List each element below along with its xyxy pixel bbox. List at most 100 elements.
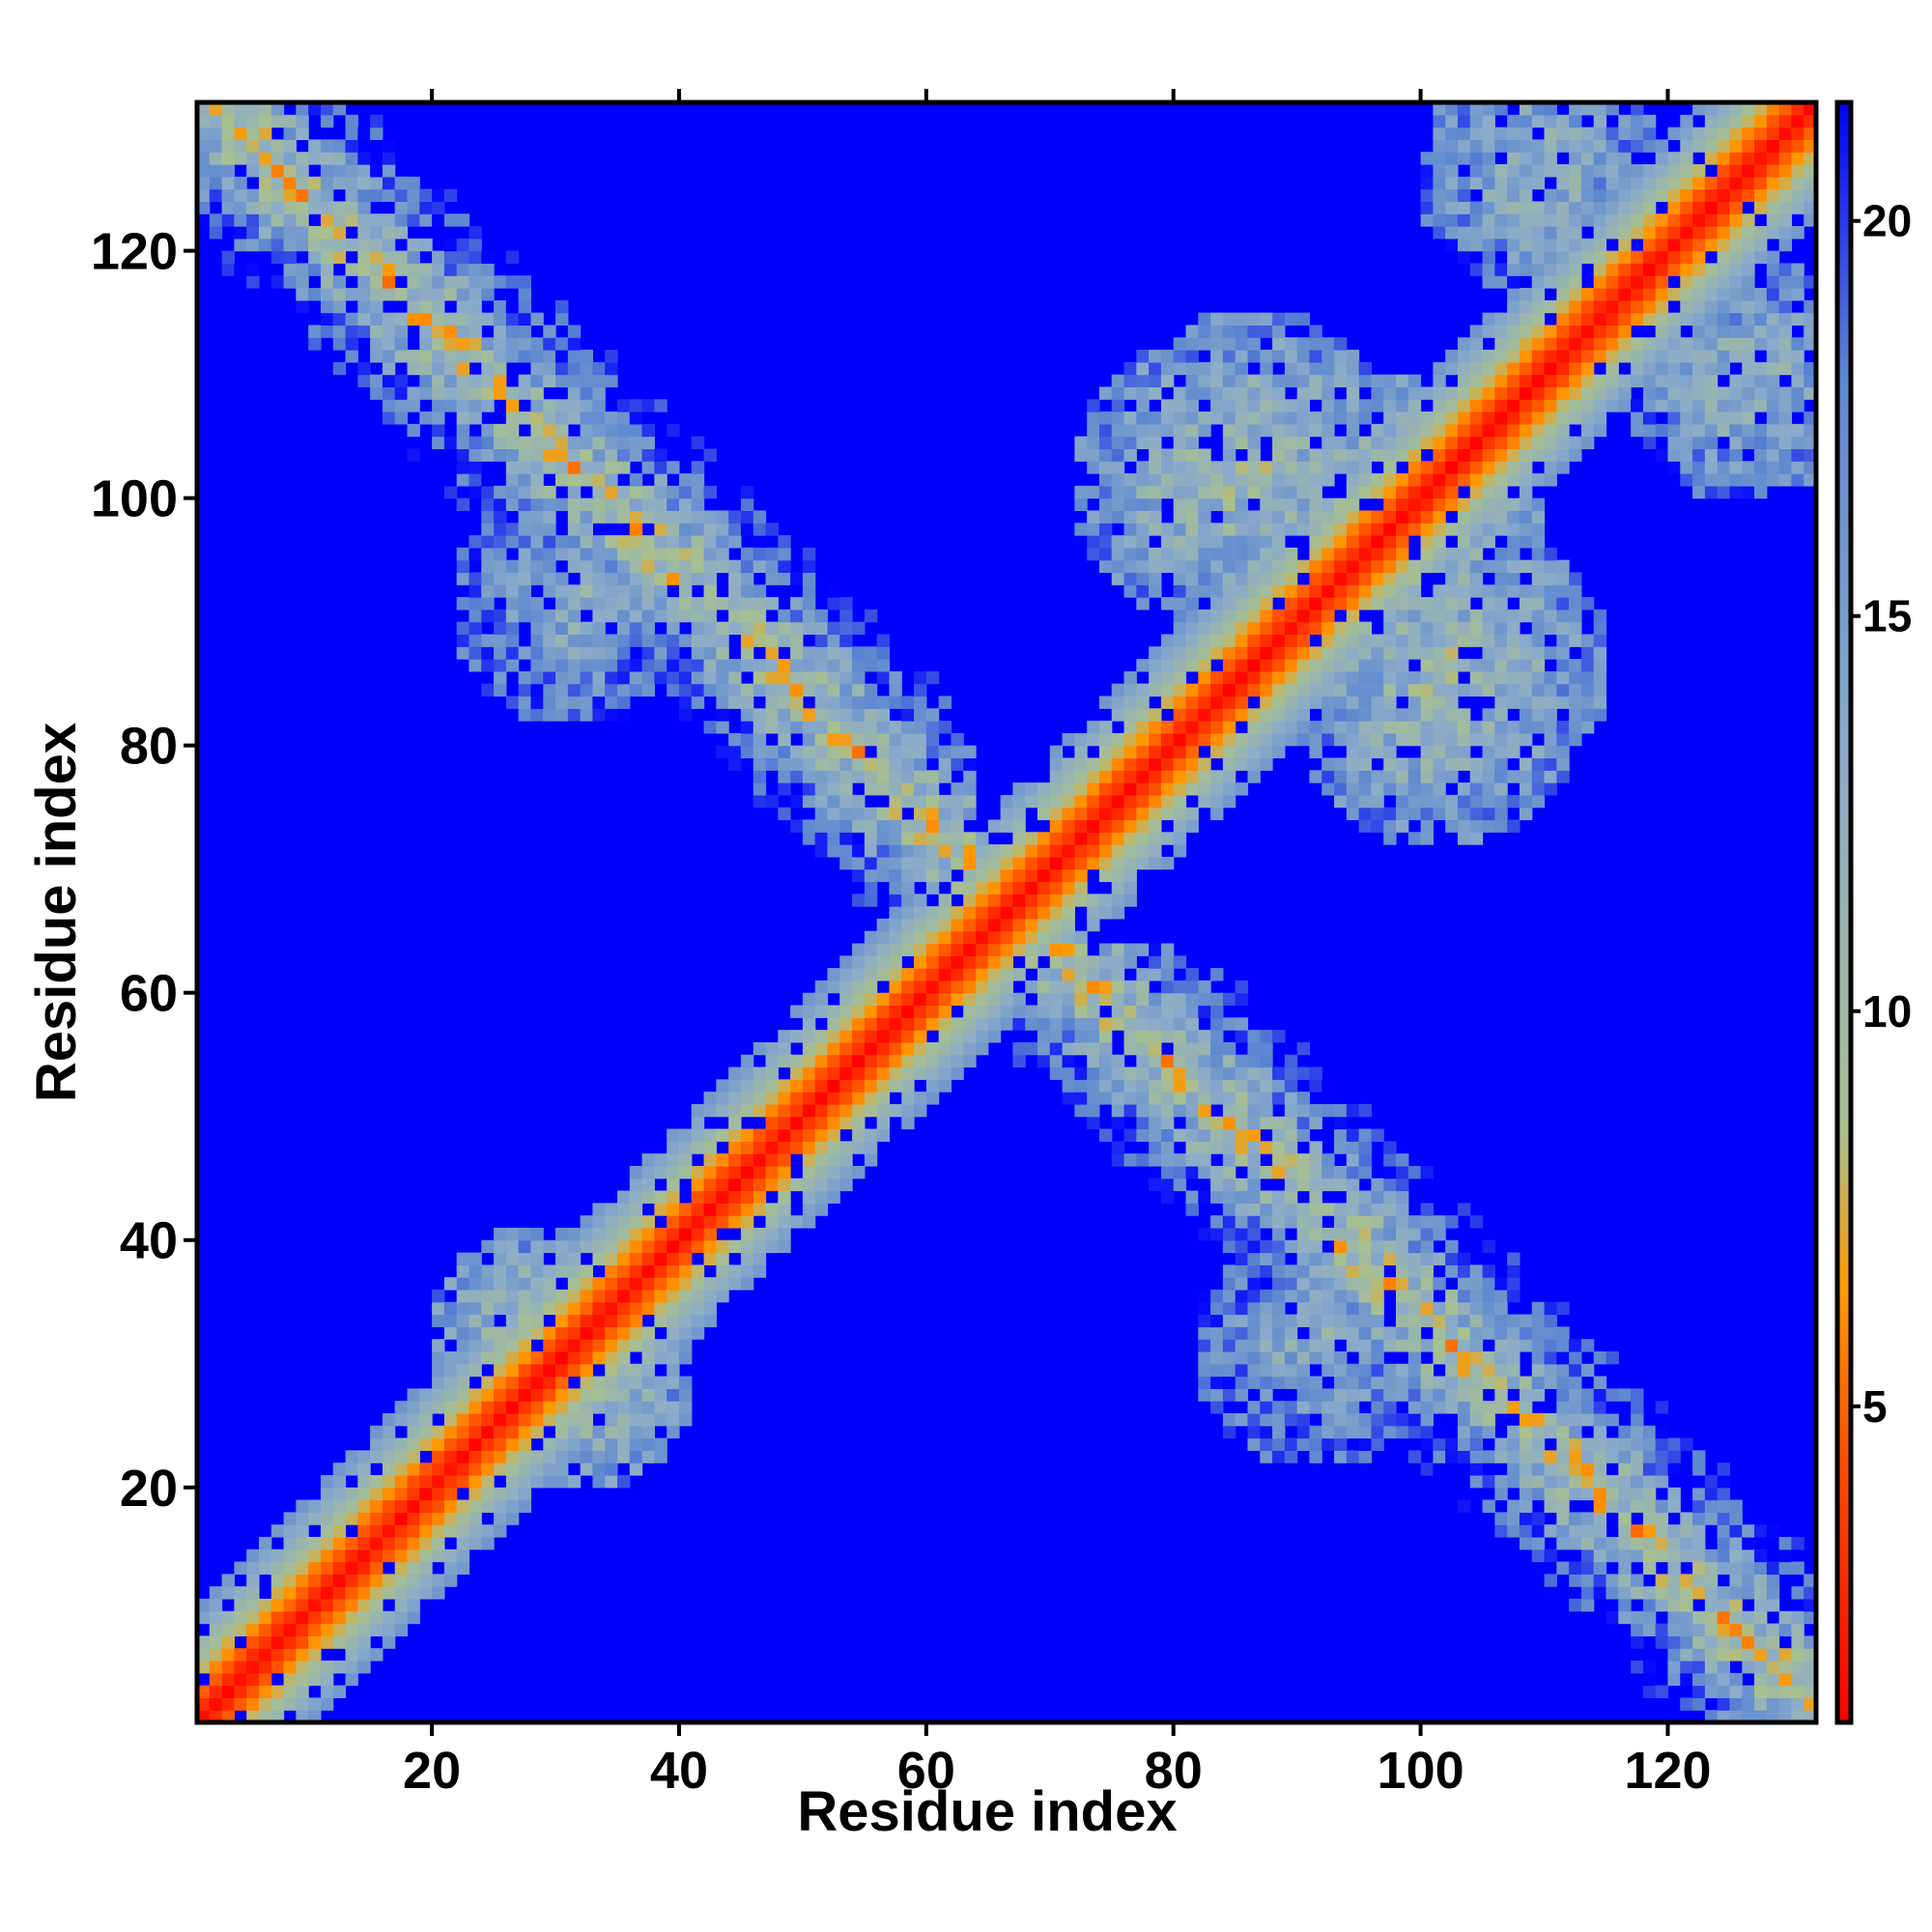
heatmap-cell <box>616 634 631 647</box>
heatmap-cell <box>616 412 631 425</box>
heatmap-cell <box>592 634 606 647</box>
heatmap-cell <box>678 1252 693 1265</box>
heatmap-cell <box>963 770 977 783</box>
heatmap-cell <box>518 288 532 301</box>
heatmap-cell <box>407 448 420 462</box>
heatmap-cell <box>654 473 668 487</box>
heatmap-cell <box>1457 201 1471 214</box>
heatmap-cell <box>407 423 420 438</box>
heatmap-cell <box>1185 1128 1199 1142</box>
heatmap-cell <box>864 856 878 870</box>
heatmap-cell <box>469 1301 482 1316</box>
heatmap-cell <box>1235 708 1249 722</box>
heatmap-cell <box>505 1239 520 1254</box>
heatmap-cell <box>864 708 878 722</box>
heatmap-cell <box>814 1203 829 1216</box>
heatmap-cell <box>1531 399 1546 412</box>
heatmap-cell <box>481 361 495 376</box>
heatmap-cell <box>592 473 606 487</box>
heatmap-cell <box>616 448 631 462</box>
heatmap-cell <box>555 609 569 623</box>
heatmap-cell <box>976 1041 989 1056</box>
heatmap-cell <box>443 1277 458 1291</box>
heatmap-cell <box>1284 1412 1298 1427</box>
heatmap-cell <box>1346 1388 1360 1402</box>
heatmap-cell <box>1346 374 1360 388</box>
heatmap-cell <box>790 609 804 623</box>
heatmap-cell <box>1247 1190 1261 1204</box>
heatmap-cell <box>1556 361 1570 376</box>
heatmap-cell <box>1160 757 1175 771</box>
heatmap-cell <box>1346 1401 1360 1414</box>
heatmap-cell <box>1469 1463 1484 1476</box>
heatmap-cell <box>382 1425 396 1439</box>
heatmap-cell <box>530 497 544 512</box>
heatmap-cell <box>1469 1326 1484 1340</box>
heatmap-cell <box>234 188 247 203</box>
heatmap-cell <box>1544 226 1557 240</box>
heatmap-cell <box>394 1574 409 1587</box>
heatmap-cell <box>1260 374 1273 388</box>
heatmap-cell <box>1371 1264 1384 1278</box>
heatmap-cell <box>1309 1437 1322 1451</box>
heatmap-cell <box>1371 1203 1384 1216</box>
heatmap-cell <box>505 1401 520 1414</box>
heatmap-cell <box>1544 547 1557 561</box>
heatmap-cell <box>629 510 643 524</box>
heatmap-cell <box>394 1487 409 1501</box>
heatmap-cell <box>1531 1350 1546 1365</box>
heatmap-cell <box>1235 485 1249 499</box>
heatmap-cell <box>605 1350 618 1365</box>
heatmap-cell <box>1482 745 1495 759</box>
heatmap-cell <box>1358 572 1373 585</box>
heatmap-cell <box>1469 1363 1484 1378</box>
heatmap-cell <box>1556 188 1570 203</box>
heatmap-cell <box>1346 696 1360 709</box>
heatmap-cell <box>1469 461 1484 474</box>
heatmap-cell <box>1210 782 1224 796</box>
heatmap-cell <box>1247 386 1261 400</box>
heatmap-cell <box>691 1178 705 1192</box>
heatmap-cell <box>1222 992 1236 1007</box>
heatmap-cell <box>1457 621 1471 636</box>
heatmap-cell <box>839 659 853 672</box>
heatmap-cell <box>567 1227 582 1241</box>
heatmap-cell <box>567 361 582 376</box>
heatmap-cell <box>494 1252 507 1265</box>
heatmap-cell <box>1235 1277 1249 1291</box>
heatmap-cell <box>370 1610 384 1625</box>
heatmap-cell <box>530 621 544 636</box>
heatmap-cell <box>703 683 717 697</box>
heatmap-cell <box>1358 559 1373 574</box>
heatmap-cell <box>1136 497 1150 512</box>
heatmap-cell <box>790 659 804 672</box>
heatmap-cell <box>1544 473 1557 487</box>
heatmap-cell <box>258 238 272 252</box>
heatmap-cell <box>1531 350 1546 363</box>
heatmap-cell <box>1198 721 1211 734</box>
heatmap-cell <box>1272 1252 1286 1265</box>
heatmap-cell <box>1334 1412 1348 1427</box>
heatmap-cell <box>443 1376 458 1389</box>
heatmap-cell <box>1469 634 1484 647</box>
heatmap-cell <box>567 584 582 598</box>
heatmap-cell <box>1420 745 1434 759</box>
heatmap-cell <box>765 794 779 809</box>
heatmap-cell <box>382 361 396 376</box>
heatmap-cell <box>1210 696 1224 709</box>
heatmap-cell <box>197 164 211 178</box>
heatmap-cell <box>518 1376 532 1389</box>
heatmap-cell <box>1296 708 1311 722</box>
heatmap-cell <box>678 1301 693 1316</box>
heatmap-cell <box>1111 992 1125 1007</box>
heatmap-cell <box>1123 485 1137 499</box>
heatmap-cell <box>605 1339 618 1352</box>
heatmap-cell <box>1185 757 1199 771</box>
heatmap-cell <box>814 980 829 994</box>
heatmap-cell <box>221 1610 235 1625</box>
heatmap-cell <box>691 473 705 487</box>
heatmap-cell <box>1469 621 1484 636</box>
heatmap-cell <box>987 968 1002 981</box>
heatmap-cell <box>1580 374 1595 388</box>
heatmap-cell <box>469 325 482 338</box>
